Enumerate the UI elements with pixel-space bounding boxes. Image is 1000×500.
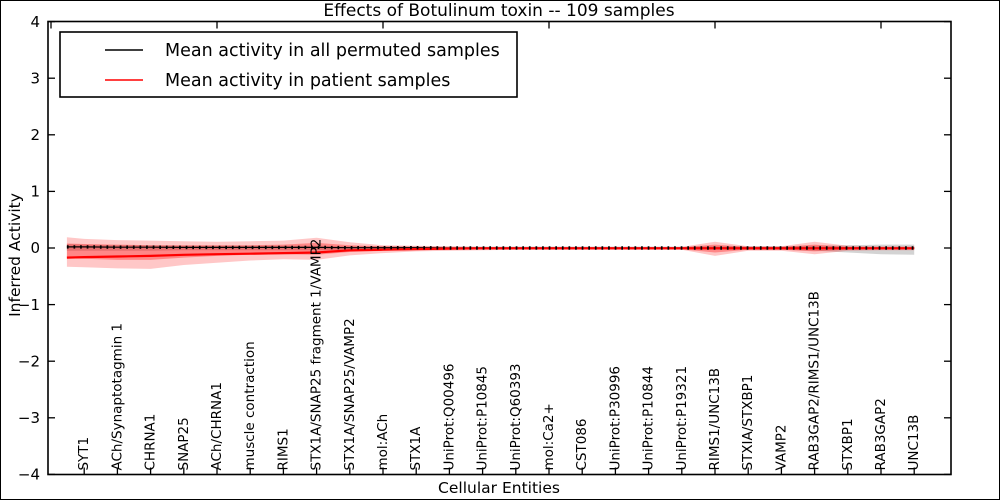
x-tick-label: ACh/Synaptotagmin 1 — [109, 323, 125, 471]
y-tick-label: 4 — [30, 13, 40, 31]
y-tick-label: 3 — [30, 69, 40, 87]
x-tick-label: UniProt:P30996 — [607, 366, 623, 471]
y-tick-label: −1 — [18, 296, 40, 314]
x-tick-label: STXBP1 — [840, 418, 856, 470]
x-tick-label: UniProt:P10845 — [475, 366, 491, 471]
y-tick-label: −3 — [18, 409, 40, 427]
series-lines — [66, 245, 915, 259]
patient-mean-line — [66, 247, 915, 259]
band-patient-ci-outer — [66, 237, 915, 269]
x-tick-label: VAMP2 — [773, 425, 789, 471]
x-tick-label: UNC13B — [906, 415, 922, 471]
x-tick-label: UniProt:P10844 — [641, 366, 657, 471]
x-tick-label: RAB3GAP2/RIMS1/UNC13B — [807, 291, 823, 470]
x-tick-label: RIMS1/UNC13B — [707, 368, 723, 471]
x-tick-labels: SYT1 ACh/Synaptotagmin 1 CHRNA1 SNAP25 ACh/C… — [76, 239, 922, 471]
x-tick-label: mol:Ca2+ — [541, 403, 557, 470]
y-tick-label: −4 — [18, 466, 40, 484]
legend-permuted-label: Mean activity in all permuted samples — [165, 41, 500, 61]
x-tick-label: ACh/CHRNA1 — [209, 382, 225, 470]
x-tick-label: CHRNA1 — [143, 414, 159, 471]
x-tick-label: STX1A/SNAP25 fragment 1/VAMP2 — [309, 239, 325, 471]
y-tick-label: −2 — [18, 352, 40, 370]
y-tick-label: 0 — [30, 239, 40, 257]
legend-box — [59, 31, 518, 98]
x-tick-label: STX1A — [408, 426, 424, 471]
x-tick-label: SNAP25 — [176, 417, 192, 470]
confidence-bands — [66, 237, 915, 269]
legend: Mean activity in all permuted samples Me… — [59, 31, 518, 98]
legend-patient-label: Mean activity in patient samples — [165, 71, 450, 91]
x-tick-label: muscle contraction — [242, 341, 258, 470]
y-tick-label: 2 — [30, 126, 40, 144]
permuted-mean-markers — [66, 245, 915, 250]
y-axis-label: Inferred Activity — [6, 193, 24, 317]
x-tick-label: STXIA/STXBP1 — [740, 375, 756, 471]
y-tick-labels: 4 3 2 1 0 −1 −2 −3 −4 — [18, 13, 40, 484]
x-tick-label: CST086 — [574, 418, 590, 470]
chart-title: Effects of Botulinum toxin -- 109 sample… — [323, 1, 674, 21]
x-tick-label: SYT1 — [76, 437, 92, 471]
x-tick-label: UniProt:P19321 — [674, 366, 690, 471]
x-tick-label: STX1A/SNAP25/VAMP2 — [342, 318, 358, 470]
x-tick-label: RIMS1 — [275, 428, 291, 470]
x-tick-label: RAB3GAP2 — [873, 398, 889, 470]
x-tick-label: UniProt:Q60393 — [508, 363, 524, 470]
y-tick-label: 1 — [30, 183, 40, 201]
x-axis-label: Cellular Entities — [438, 479, 560, 497]
x-tick-label: mol:ACh — [375, 414, 391, 471]
x-tick-label: UniProt:Q00496 — [441, 363, 457, 470]
axis-ticks — [48, 20, 951, 476]
